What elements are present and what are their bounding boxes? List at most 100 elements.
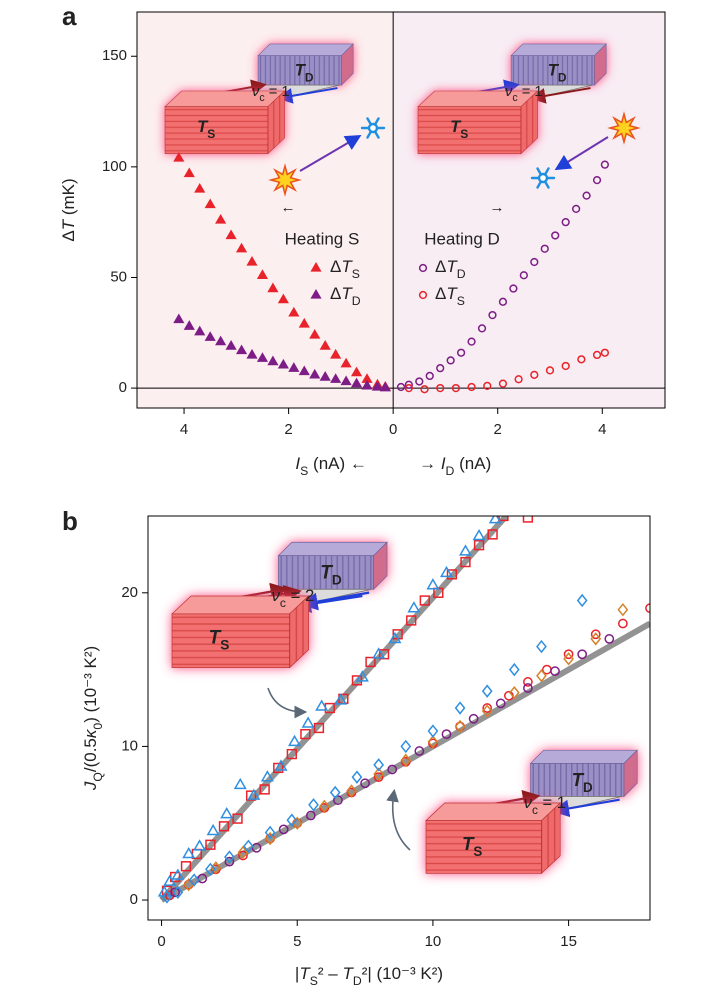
marker xyxy=(267,282,279,293)
text-run: T xyxy=(320,563,333,584)
source-label: TS xyxy=(450,118,468,142)
legend-label: ΔTS xyxy=(435,284,465,308)
text-run: ) (10⁻³ K²) xyxy=(81,646,100,723)
plot-frame xyxy=(136,11,666,409)
marker xyxy=(373,767,385,781)
marker xyxy=(173,313,185,324)
marker xyxy=(286,748,297,760)
text-run: S xyxy=(460,127,468,141)
y-tick-label: 100 xyxy=(102,158,127,175)
text-run: J xyxy=(81,781,100,791)
marker xyxy=(205,839,216,850)
marker xyxy=(355,670,369,682)
edge-arrow xyxy=(529,87,591,104)
marker xyxy=(604,634,615,644)
drain-label: TD xyxy=(295,61,314,85)
marker xyxy=(458,544,473,556)
marker xyxy=(319,371,331,381)
marker xyxy=(406,615,417,626)
marker xyxy=(267,355,279,366)
marker xyxy=(298,365,310,376)
marker xyxy=(481,684,493,698)
source-label: TS xyxy=(462,833,482,859)
drain-block xyxy=(510,43,607,86)
marker xyxy=(180,861,192,872)
marker xyxy=(170,887,181,898)
marker xyxy=(425,371,434,381)
text-run: S xyxy=(220,638,229,653)
text-run: c xyxy=(280,596,286,610)
marker xyxy=(576,593,588,608)
marker xyxy=(582,191,591,200)
marker xyxy=(550,666,560,677)
marker xyxy=(436,364,445,373)
text-run: D xyxy=(457,267,466,281)
text-run: Δ xyxy=(435,257,446,276)
legend-label: ΔTD xyxy=(330,284,361,308)
source-block xyxy=(425,802,562,875)
marker xyxy=(288,734,302,747)
marker xyxy=(590,629,601,640)
marker xyxy=(414,746,425,756)
text-run: I xyxy=(295,454,300,473)
block-side xyxy=(373,541,388,591)
marker xyxy=(340,357,352,368)
text-run: 0 xyxy=(91,723,105,730)
marker xyxy=(245,790,257,801)
marker xyxy=(522,516,534,523)
text-run: → xyxy=(419,454,441,473)
filling-factor: νc = 1 xyxy=(505,84,543,104)
text-run: ν xyxy=(524,794,533,812)
marker xyxy=(495,698,506,709)
marker xyxy=(235,344,248,355)
marker xyxy=(365,656,376,668)
text-run: D xyxy=(332,573,342,588)
marker xyxy=(540,244,549,253)
marker xyxy=(224,856,235,867)
block-side xyxy=(341,43,354,86)
edge-arrow xyxy=(551,798,620,818)
marker xyxy=(388,631,402,644)
text-run: S xyxy=(352,267,360,281)
panel-label: a xyxy=(62,1,77,31)
flake-core xyxy=(537,172,549,184)
marker xyxy=(309,368,321,379)
text-run: D xyxy=(305,71,314,85)
marker xyxy=(617,618,628,629)
filling-factor: νc = 2 xyxy=(272,587,315,611)
block-front xyxy=(530,763,625,797)
text-run: T xyxy=(342,964,354,983)
pointer-arrow xyxy=(386,788,411,851)
heat-icon xyxy=(268,163,302,197)
marker xyxy=(563,649,574,660)
text-run: S xyxy=(310,974,318,988)
marker xyxy=(235,242,248,253)
marker xyxy=(274,759,288,771)
y-tick-label: 150 xyxy=(102,47,127,64)
marker xyxy=(508,662,520,677)
marker xyxy=(426,578,440,590)
text-run: S xyxy=(473,844,482,859)
legend-arrow: ← xyxy=(281,199,296,216)
marker xyxy=(264,825,276,840)
block-front xyxy=(164,106,269,155)
marker xyxy=(561,361,570,371)
marker xyxy=(298,317,310,328)
marker xyxy=(330,348,342,359)
marker xyxy=(514,375,523,384)
block-front xyxy=(425,820,542,874)
legend-label: ΔTS xyxy=(330,257,360,281)
marker xyxy=(551,231,560,240)
text-run: c xyxy=(532,803,538,817)
x-axis-label: → ID (nA) xyxy=(419,454,491,478)
text-run: = 1 xyxy=(538,794,566,812)
marker xyxy=(523,677,533,687)
marker xyxy=(288,306,300,317)
legend-arrow: → xyxy=(490,199,505,216)
block-side xyxy=(541,802,561,875)
text-run: ν xyxy=(272,587,281,606)
fit-line xyxy=(160,620,650,903)
marker xyxy=(545,366,555,375)
